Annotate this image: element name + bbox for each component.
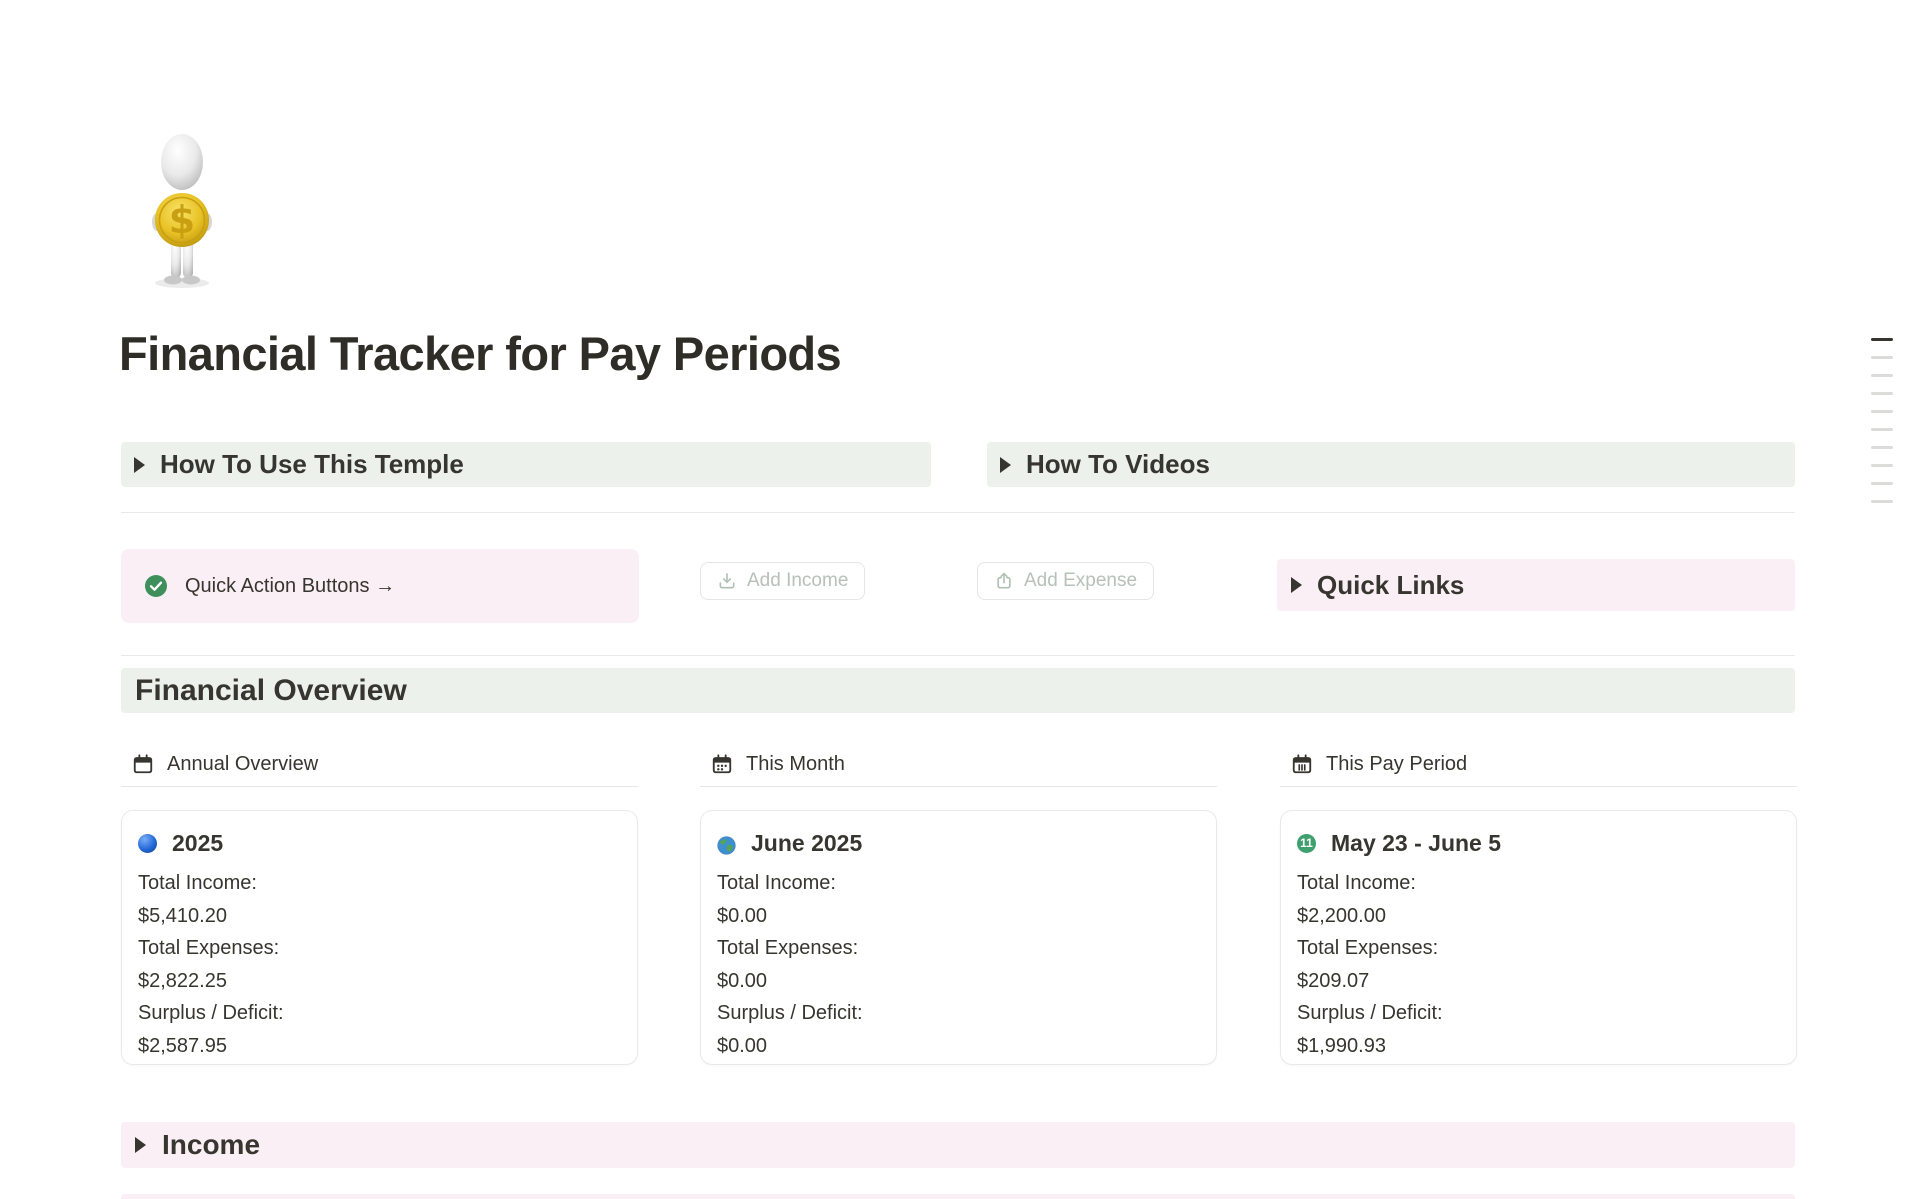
toc-dash[interactable] (1871, 500, 1893, 503)
column-header-this-pay-period: This Pay Period (1280, 742, 1797, 787)
page-icon-figure-with-coin[interactable]: $ (152, 132, 212, 290)
toc-dash[interactable] (1871, 374, 1893, 377)
card-title: June 2025 (751, 829, 863, 856)
annual-overview-card[interactable]: 2025 Total Income: $5,410.20 Total Expen… (121, 810, 638, 1065)
toc-dash[interactable] (1871, 464, 1893, 467)
expenses-value: $0.00 (717, 969, 768, 992)
calendar-month-icon (712, 754, 732, 774)
surplus-value: $2,587.95 (138, 1034, 227, 1057)
income-label: Total Income: (1297, 872, 1416, 894)
income-label: Total Income: (717, 872, 836, 894)
expenses-value: $2,822.25 (138, 969, 227, 992)
toggle-label: How To Use This Temple (160, 449, 464, 479)
quick-action-callout-label: Quick Action Buttons → (185, 574, 396, 597)
column-header-label: Annual Overview (167, 752, 319, 775)
partial-next-section-block (121, 1194, 1795, 1199)
financial-overview-heading: Financial Overview (121, 668, 1795, 713)
column-header-label: This Pay Period (1326, 752, 1468, 775)
toggle-how-to-use-this-temple[interactable]: How To Use This Temple (121, 442, 931, 487)
income-value: $5,410.20 (138, 904, 227, 927)
toggle-label: Quick Links (1317, 569, 1465, 600)
toc-dash[interactable] (1871, 428, 1893, 431)
income-value: $0.00 (717, 904, 768, 927)
toc-dash[interactable] (1871, 392, 1893, 395)
expenses-label: Total Expenses: (1297, 937, 1439, 959)
toggle-how-to-videos[interactable]: How To Videos (987, 442, 1795, 487)
card-title: May 23 - June 5 (1331, 829, 1502, 856)
surplus-label: Surplus / Deficit: (138, 1002, 284, 1024)
calendar-range-icon (1292, 754, 1312, 774)
surplus-label: Surplus / Deficit: (717, 1002, 863, 1024)
add-income-button[interactable]: Add Income (700, 562, 866, 600)
surplus-label: Surplus / Deficit: (1297, 1002, 1443, 1024)
toc-dash[interactable] (1871, 410, 1893, 413)
toc-dash[interactable] (1871, 356, 1893, 359)
upload-share-icon (997, 572, 1011, 589)
expenses-value: $209.07 (1297, 969, 1370, 992)
expenses-label: Total Expenses: (138, 937, 280, 959)
toc-dash[interactable] (1871, 482, 1893, 485)
column-header-label: This Month (746, 752, 845, 775)
calendar-icon (133, 754, 153, 774)
toggle-label: How To Videos (1026, 449, 1210, 479)
blue-circle-icon (138, 833, 157, 853)
figure-coin-illustration: $ (152, 134, 212, 288)
add-expense-button[interactable]: Add Expense (977, 562, 1155, 600)
toggle-triangle-icon (134, 456, 145, 473)
coin-dollar-symbol: $ (169, 198, 195, 242)
toggle-quick-links[interactable]: Quick Links (1277, 559, 1795, 611)
toggle-label: Income (162, 1129, 261, 1160)
financial-overview-heading-label: Financial Overview (135, 673, 407, 707)
toc-dash[interactable] (1871, 338, 1893, 341)
divider (121, 655, 1795, 656)
toc-dash[interactable] (1871, 446, 1893, 449)
surplus-value: $1,990.93 (1297, 1034, 1386, 1057)
this-month-card[interactable]: June 2025 Total Income: $0.00 Total Expe… (700, 810, 1217, 1065)
divider (121, 512, 1795, 513)
green-number-11-icon: 11 (1297, 833, 1316, 853)
toggle-triangle-icon (1000, 456, 1011, 473)
table-of-contents-indicator (1871, 338, 1895, 503)
toggle-triangle-icon (1291, 577, 1302, 593)
check-circle-icon (144, 574, 168, 598)
card-title: 2025 (172, 829, 224, 856)
add-expense-label: Add Expense (1024, 570, 1138, 591)
page-title: Financial Tracker for Pay Periods (119, 327, 842, 380)
income-label: Total Income: (138, 872, 257, 894)
download-icon (719, 573, 735, 589)
quick-action-callout: Quick Action Buttons → (121, 549, 639, 623)
income-value: $2,200.00 (1297, 904, 1386, 927)
expenses-label: Total Expenses: (717, 937, 859, 959)
this-pay-period-card[interactable]: 11 May 23 - June 5 Total Income: $2,200.… (1280, 810, 1797, 1065)
surplus-value: $0.00 (717, 1034, 768, 1057)
add-income-label: Add Income (747, 570, 849, 591)
column-header-annual-overview: Annual Overview (121, 742, 638, 787)
column-header-this-month: This Month (700, 742, 1217, 787)
globe-asia-icon (717, 834, 736, 855)
toggle-income-section[interactable]: Income (121, 1122, 1795, 1168)
toggle-triangle-icon (135, 1137, 146, 1153)
